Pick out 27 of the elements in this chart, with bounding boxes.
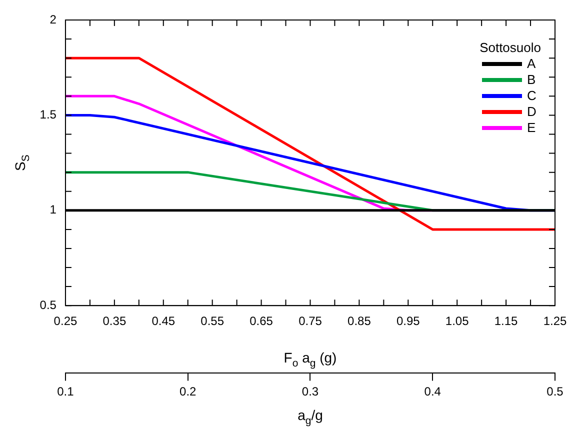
x2-tick-label: 0.2 bbox=[180, 384, 197, 398]
y-tick-label: 0.5 bbox=[40, 298, 57, 312]
legend-title: Sottosuolo bbox=[480, 40, 541, 56]
x2-tick-label: 0.4 bbox=[424, 384, 442, 398]
y-tick-label: 1.5 bbox=[40, 108, 57, 122]
x-tick-label: 0.65 bbox=[250, 314, 274, 328]
legend-label: E bbox=[527, 120, 537, 136]
y-tick-label: 1 bbox=[50, 202, 57, 217]
x-tick-label: 0.45 bbox=[152, 314, 176, 328]
legend-label: A bbox=[527, 56, 537, 72]
legend-label: D bbox=[527, 104, 538, 120]
x2-tick-label: 0.5 bbox=[546, 384, 564, 398]
x-tick-label: 0.35 bbox=[102, 314, 126, 328]
legend-label: B bbox=[527, 72, 537, 88]
x-tick-label: 0.75 bbox=[298, 314, 322, 328]
x-tick-label: 1.05 bbox=[445, 314, 470, 328]
x2-tick-label: 0.3 bbox=[302, 384, 319, 398]
y-axis-title: SS bbox=[12, 154, 32, 171]
x-tick-label: 1.25 bbox=[543, 314, 567, 328]
y-tick-label: 2 bbox=[50, 12, 57, 26]
x-tick-label: 0.25 bbox=[54, 314, 78, 328]
legend-label: C bbox=[527, 88, 538, 104]
x-tick-label: 0.85 bbox=[348, 314, 372, 328]
x2-tick-label: 0.1 bbox=[57, 384, 74, 398]
x-tick-label: 0.55 bbox=[200, 314, 224, 328]
x-tick-label: 0.95 bbox=[396, 314, 420, 328]
x-tick-label: 1.15 bbox=[494, 314, 518, 328]
